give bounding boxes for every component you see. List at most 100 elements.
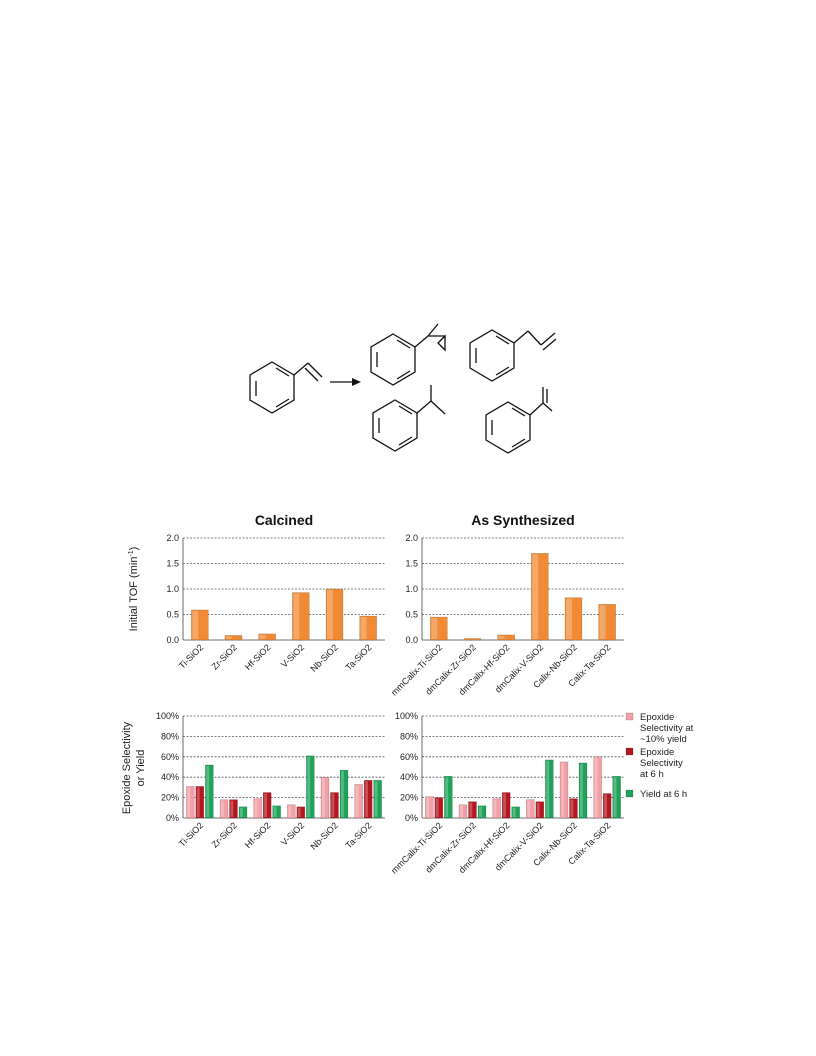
bar-synth-tof-4-s0	[564, 597, 583, 641]
bar-highlight	[460, 805, 463, 817]
y-tick-label: 100%	[156, 711, 179, 721]
bar-calcined-tof-3-s0	[292, 592, 310, 641]
bar-synth-sel-5-s1	[602, 793, 612, 819]
bar-synth-sel-1-s2	[477, 805, 487, 819]
bar-highlight	[599, 605, 606, 639]
bar-highlight	[561, 762, 564, 817]
chart-synth-tof: 0.00.51.01.52.0mmCalix-Ti-SiO2dmCalix-Zr…	[389, 533, 624, 698]
bar-highlight	[360, 617, 367, 639]
y-tick-label: 0%	[166, 813, 179, 823]
bar-highlight	[532, 554, 539, 639]
bar-highlight	[196, 787, 200, 817]
bar-highlight	[536, 802, 540, 817]
bar-calcined-sel-2-s2	[272, 805, 281, 819]
bar-synth-sel-3-s0	[526, 799, 535, 819]
y-tick-label: 60%	[161, 752, 179, 762]
y-tick-label: 2.0	[166, 533, 179, 543]
legend-label: Yield at 6 h	[640, 789, 687, 800]
bar-highlight	[570, 799, 574, 817]
bar-highlight	[273, 806, 277, 817]
y-tick-label: 1.5	[166, 559, 179, 569]
bar-synth-sel-2-s1	[501, 792, 511, 819]
chart-calcined-tof: 0.0 0.5 1.0 1.5 2.0 Ti-SiO2 Zr-SiO2 Hf-SiO2 V-Si…	[166, 533, 385, 674]
bar-synth-sel-4-s1	[569, 798, 578, 819]
y-tick-label: 0.5	[405, 610, 418, 620]
bar-highlight	[613, 777, 617, 817]
legend-label: Selectivity at	[640, 723, 694, 734]
bar-calcined-sel-2-s0	[253, 798, 262, 819]
bar-highlight	[512, 807, 516, 817]
bar-synth-sel-5-s0	[593, 756, 602, 819]
bar-highlight	[580, 763, 583, 817]
y-tick-label: 40%	[400, 772, 418, 782]
bar-highlight	[192, 610, 199, 639]
chart-title-as-synthesized: As Synthesized	[471, 512, 574, 528]
bar-calcined-sel-2-s1	[262, 792, 272, 819]
bar-highlight	[187, 787, 191, 817]
bar-synth-tof-5-s0	[598, 604, 616, 641]
legend-label: ~10% yield	[640, 734, 687, 745]
legend-label: Epoxide	[640, 747, 674, 758]
legend-label: at 6 h	[640, 769, 664, 780]
reaction-scheme	[249, 323, 557, 454]
bar-calcined-sel-5-s2	[373, 780, 382, 819]
y-tick-label: 1.0	[405, 584, 418, 594]
bar-synth-sel-1-s0	[458, 804, 468, 819]
bar-calcined-sel-4-s1	[330, 792, 339, 819]
y-tick-label: 100%	[395, 711, 418, 721]
bar-highlight	[264, 793, 267, 817]
y-tick-label: 80%	[161, 731, 179, 741]
bar-calcined-tof-5-s0	[359, 615, 377, 641]
bar-synth-tof-3-s0	[531, 553, 549, 641]
x-tick-label: Ta-SiO2	[344, 820, 374, 850]
bar-calcined-sel-1-s0	[219, 799, 229, 819]
bar-highlight	[297, 807, 301, 817]
arrow-right-icon	[330, 378, 361, 386]
x-tick-label: V-SiO2	[279, 820, 306, 847]
chart-title-calcined: Calcined	[255, 512, 313, 528]
bar-highlight	[566, 598, 572, 639]
bar-highlight	[431, 618, 438, 639]
bar-highlight	[374, 781, 378, 817]
bar-synth-sel-4-s2	[578, 762, 588, 819]
bar-highlight	[604, 794, 607, 817]
chart-synth-selectivity: 0%20%40%60%80%100%mmCalix-Ti-SiO2dmCalix…	[389, 711, 624, 876]
chart-calcined-selectivity: 0% 20% 40% 60% 80% 100% Ti-SiO2 Zr-SiO2 Hf-SiO2 V…	[156, 711, 385, 852]
y-tick-label: 1.5	[405, 559, 418, 569]
bar-synth-sel-2-s2	[511, 806, 520, 819]
bar-highlight	[240, 807, 243, 817]
bar-highlight	[307, 756, 311, 817]
bar-highlight	[546, 760, 550, 817]
x-tick-label: Ti-SiO2	[177, 820, 205, 848]
bar-synth-tof-0-s0	[430, 616, 448, 641]
legend-swatch	[625, 747, 634, 756]
x-tick-label: Ta-SiO2	[344, 642, 374, 672]
bar-highlight	[498, 635, 505, 639]
y-tick-label: 20%	[400, 793, 418, 803]
bar-synth-sel-3-s1	[535, 801, 545, 819]
bar-synth-sel-0-s0	[425, 796, 434, 819]
y-tick-label: 80%	[400, 731, 418, 741]
bar-calcined-sel-3-s0	[287, 804, 296, 819]
y-axis-title-tof: Initial TOF (min-1)	[128, 547, 140, 632]
bar-calcined-sel-5-s1	[363, 780, 373, 819]
bar-highlight	[331, 793, 335, 817]
bar-highlight	[493, 799, 497, 817]
sec-butylbenzene-structure	[372, 385, 446, 452]
bar-highlight	[469, 802, 473, 817]
bar-calcined-tof-1-s0	[224, 635, 243, 641]
bar-highlight	[254, 799, 258, 817]
bar-calcined-tof-0-s0	[191, 609, 209, 641]
bar-calcined-sel-0-s1	[195, 786, 205, 819]
bar-highlight	[327, 590, 333, 639]
y-tick-label: 0.0	[166, 635, 179, 645]
bar-highlight	[594, 757, 598, 817]
bar-highlight	[341, 771, 344, 817]
bar-highlight	[322, 778, 325, 817]
bar-synth-sel-4-s0	[559, 761, 569, 819]
bar-synth-sel-2-s0	[492, 798, 501, 819]
bar-highlight	[259, 634, 266, 639]
bar-highlight	[503, 793, 506, 817]
bar-synth-tof-2-s0	[497, 634, 515, 641]
